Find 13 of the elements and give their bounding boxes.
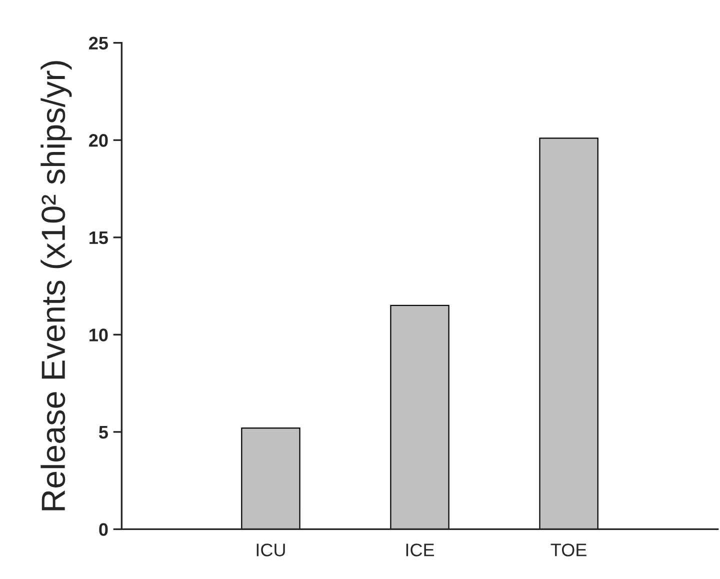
bar bbox=[241, 427, 300, 530]
y-tick-label: 15 bbox=[90, 232, 108, 244]
bar bbox=[539, 138, 598, 530]
bar bbox=[390, 304, 450, 530]
x-tick-label: ICE bbox=[406, 544, 434, 556]
x-tick-label: ICU bbox=[256, 544, 285, 556]
y-tick-label: 0 bbox=[99, 523, 108, 536]
y-tick-label: 25 bbox=[89, 36, 108, 50]
x-tick-label: TOE bbox=[550, 544, 586, 556]
y-tick-label: 5 bbox=[99, 426, 108, 439]
y-tick-label: 10 bbox=[90, 328, 108, 342]
y-tick-label: 20 bbox=[89, 134, 108, 147]
y-axis-title: Release Events (x10² ships/yr) bbox=[40, 61, 72, 510]
